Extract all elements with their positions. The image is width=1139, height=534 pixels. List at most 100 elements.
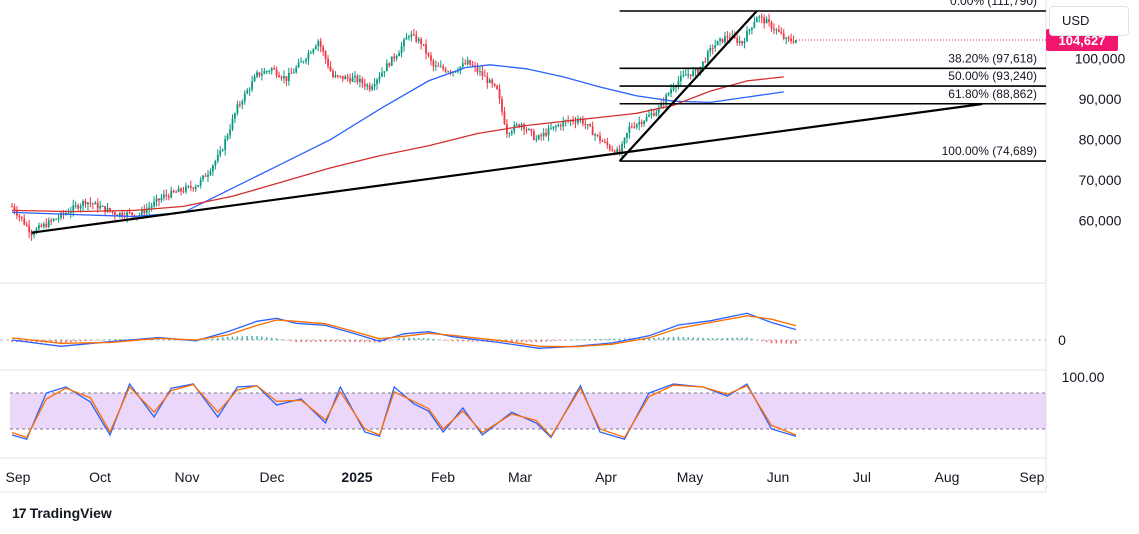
price-tick-label: 80,000 [1079, 132, 1122, 148]
candle-up [677, 81, 680, 87]
candle-down [630, 126, 633, 128]
candle-up [256, 72, 258, 77]
candle-down [471, 64, 474, 66]
candle-up [775, 29, 778, 31]
trendlines[interactable] [31, 10, 983, 234]
candle-up [251, 81, 253, 90]
candle-down [165, 194, 168, 196]
candle-down [28, 225, 31, 233]
candle-down [736, 37, 739, 43]
candle-down [204, 175, 207, 177]
candle-down [412, 34, 415, 36]
candle-up [148, 207, 151, 210]
candle-down [20, 216, 23, 219]
macd-histogram-bar [437, 339, 440, 340]
candle-up [118, 212, 121, 216]
candle-down [653, 113, 655, 116]
candle-down [601, 140, 604, 142]
macd-histogram-bar [70, 340, 72, 343]
candle-up [219, 150, 222, 155]
candle-down [77, 205, 80, 209]
macd-histogram-bar [785, 340, 787, 344]
candle-up [537, 135, 540, 140]
macd-histogram-bar [172, 339, 175, 341]
candle-up [67, 212, 70, 214]
candle-up [694, 68, 697, 71]
macd-histogram-bar [520, 340, 523, 343]
macd-histogram-bar [721, 338, 724, 340]
stoch-tick-label: 100.00 [1062, 369, 1105, 385]
candle-down [530, 129, 533, 132]
candle-down [158, 198, 160, 201]
time-tick-label: Jul [853, 469, 871, 485]
candle-up [263, 71, 266, 74]
candle-up [268, 71, 271, 73]
candle-down [336, 75, 339, 77]
candle-down [760, 16, 763, 18]
macd-histogram-bar [682, 336, 685, 340]
candle-down [540, 135, 543, 137]
candle-down [606, 141, 609, 146]
candle-up [679, 76, 682, 82]
candle-up [667, 93, 670, 96]
candle-down [182, 191, 185, 193]
macd-histogram-bar [246, 336, 248, 340]
candle-up [72, 205, 75, 212]
candle-down [741, 41, 743, 44]
trendline [31, 102, 983, 234]
macd-histogram-bar [618, 338, 621, 340]
candle-up [417, 38, 420, 42]
tradingview-brand[interactable]: 17 TradingView [12, 505, 112, 521]
candle-up [373, 84, 376, 87]
candle-up [209, 171, 212, 175]
fib-level-label: 0.00% (111,790) [950, 0, 1037, 8]
fib-level-label: 61.80% (88,862) [948, 87, 1037, 101]
macd-histogram-bar [202, 339, 204, 341]
candle-up [447, 71, 449, 73]
macd-histogram-bar [756, 339, 758, 341]
fibonacci-levels[interactable]: 0.00% (111,790) 38.20% (97,618) 50.00% (93… [619, 0, 1046, 162]
candle-up [714, 45, 717, 49]
candle-up [371, 86, 374, 90]
macd-histogram-bar [226, 336, 229, 340]
candle-down [501, 98, 503, 112]
last-price-label: 104,627 [1059, 33, 1106, 48]
candle-up [638, 121, 641, 125]
macd-histogram-bar [300, 340, 302, 343]
time-tick-label: Sep [6, 469, 31, 485]
macd-histogram-bar [550, 340, 552, 342]
axes: 60,000 70,000 80,000 90,000 100,000 104,627 0 1… [6, 28, 1126, 485]
candle-down [733, 35, 736, 38]
candle-down [339, 75, 342, 77]
candle-down [175, 191, 178, 193]
candle-down [422, 44, 425, 46]
time-tick-label: Jun [767, 469, 790, 485]
macd-histogram-bar [452, 340, 454, 342]
candle-down [189, 186, 192, 188]
candle-up [126, 212, 129, 217]
currency-selector[interactable]: USD [1049, 6, 1129, 36]
fib-level-label: 38.20% (97,618) [948, 51, 1037, 65]
macd-histogram-bar [795, 340, 797, 344]
candle-down [25, 224, 28, 226]
macd-histogram-bar [275, 338, 278, 340]
candle-down [777, 29, 780, 32]
candle-up [410, 34, 413, 37]
macd-histogram-bar [114, 339, 116, 340]
candle-up [378, 76, 381, 80]
macd-histogram-bar [388, 340, 391, 341]
candle-up [655, 112, 658, 116]
macd-histogram-bar [324, 340, 327, 342]
macd-histogram-bar [613, 338, 616, 340]
candle-down [697, 68, 699, 74]
macd-histogram-bar [765, 340, 768, 343]
macd-histogram-bar [569, 339, 572, 341]
candle-up [660, 102, 663, 108]
candle-up [94, 202, 97, 205]
macd-histogram-bar [672, 336, 675, 340]
macd-histogram-bar [261, 336, 263, 340]
macd-histogram-bar [310, 340, 312, 342]
macd-histogram-bar [515, 340, 518, 343]
candle-up [535, 139, 538, 141]
candle-up [194, 186, 197, 189]
